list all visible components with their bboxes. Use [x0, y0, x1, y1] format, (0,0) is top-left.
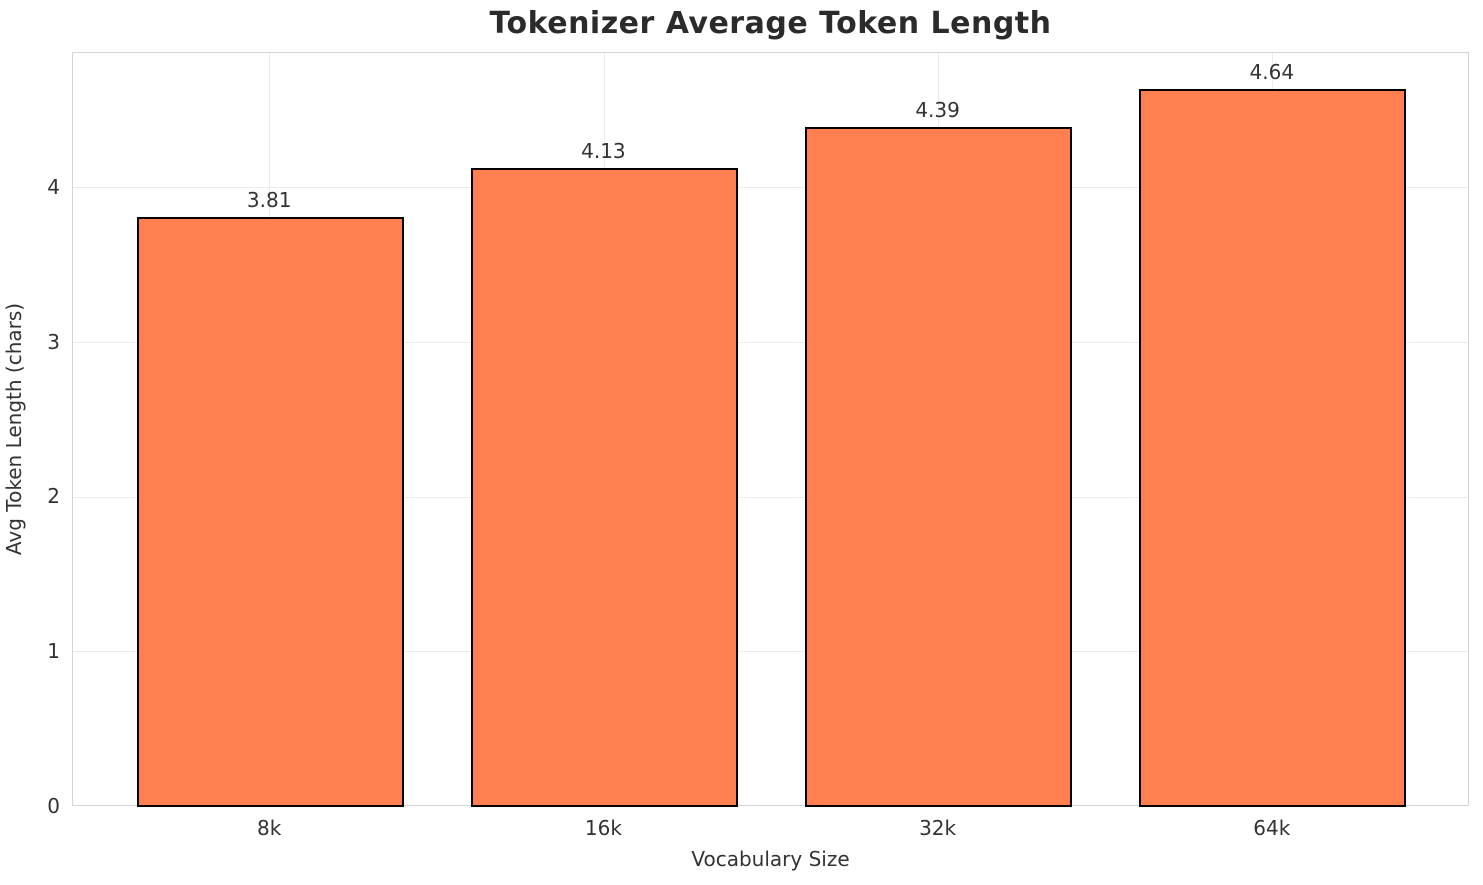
x-tick-label-16k: 16k — [584, 816, 622, 840]
gridline-y-3 — [73, 341, 1468, 343]
bar-value-label: 3.81 — [246, 188, 292, 213]
y-axis-label: Avg Token Length (chars) — [2, 302, 26, 556]
x-tick-label-64k: 64k — [1253, 816, 1291, 840]
plot-area — [72, 52, 1469, 807]
bar-8k — [136, 217, 404, 807]
bar-32k — [804, 127, 1073, 807]
bar-value-label: 4.39 — [915, 98, 960, 123]
y-tick-label: 2 — [47, 484, 60, 509]
chart-title: Tokenizer Average Token Length — [489, 6, 1052, 41]
x-tick-label-32k: 32k — [919, 816, 957, 840]
y-tick-label: 1 — [47, 639, 60, 664]
gridline-y-1 — [73, 651, 1468, 653]
y-tick-label: 3 — [47, 329, 60, 354]
x-axis-label: Vocabulary Size — [691, 847, 850, 871]
bar-value-label: 4.13 — [581, 138, 626, 163]
gridline-y-4 — [73, 186, 1468, 188]
x-tick-label-8k: 8k — [257, 816, 282, 840]
bar-value-label: 4.64 — [1249, 59, 1295, 84]
y-tick-label: 4 — [47, 174, 60, 199]
bar-16k — [470, 167, 739, 807]
gridline-y-2 — [73, 496, 1468, 498]
bar-64k — [1139, 88, 1407, 807]
y-tick-label: 0 — [47, 794, 60, 818]
